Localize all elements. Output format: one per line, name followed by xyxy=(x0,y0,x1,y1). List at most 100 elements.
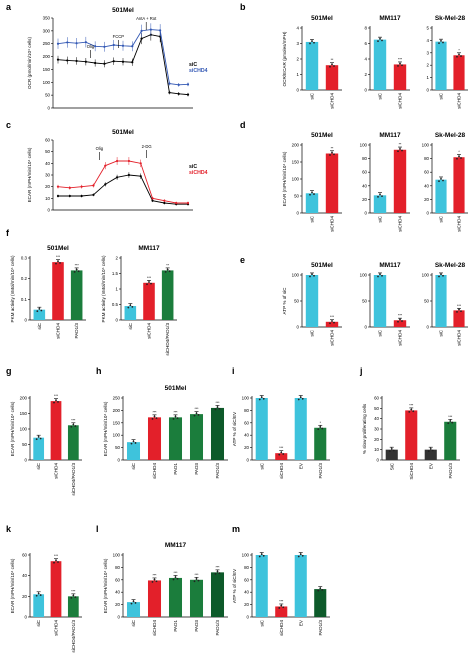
data-dot-b1-0 xyxy=(309,42,311,45)
category-label-d2-0: siC xyxy=(378,215,383,222)
data-dot-e1-0 xyxy=(313,274,315,277)
data-dot-f1-2 xyxy=(77,270,80,273)
data-dot-f2-1 xyxy=(146,283,148,286)
y-axis-label-d1: ECAR (mPH/min/10⁴ cells) xyxy=(282,151,287,206)
category-label-k-0: siC xyxy=(36,619,41,626)
y-tick-label-b3: 2 xyxy=(427,63,430,68)
data-dot-l-4 xyxy=(218,572,221,575)
bar-e2-0 xyxy=(373,275,387,327)
data-dot-l-4 xyxy=(216,570,219,573)
data-dot-f2-2 xyxy=(168,270,171,273)
category-label-j-2: EV xyxy=(428,462,433,469)
y-tick-label-c: 10 xyxy=(45,196,50,201)
sig-label-f2-1: *** xyxy=(147,276,152,280)
data-dot-h-0 xyxy=(134,442,137,444)
y-axis-label-g: ECAR (mPH/min/10⁴ cells) xyxy=(10,401,15,456)
y-tick-label-d2: 100 xyxy=(360,143,368,148)
sig-label-b3-1: * xyxy=(458,48,460,52)
chart-title-e1: 501Mel xyxy=(311,262,333,269)
y-tick-label-l: 40 xyxy=(115,590,120,595)
y-tick-label-d1: 0 xyxy=(297,211,300,216)
y-tick-label-a: 150 xyxy=(43,67,51,72)
y-tick-label-i: 80 xyxy=(244,408,249,413)
data-dot-b1-0 xyxy=(311,40,313,43)
y-tick-label-e2: 0 xyxy=(365,325,368,330)
data-dot-b1-1 xyxy=(333,65,335,67)
sig-label-m-1: *** xyxy=(279,599,284,603)
sig-label-j-3: *** xyxy=(448,415,453,419)
sig-label-h-3: *** xyxy=(194,407,199,411)
y-tick-label-h: 200 xyxy=(113,408,121,413)
panel-letter-d: d xyxy=(240,120,246,130)
data-dot-b1-0 xyxy=(313,41,315,44)
data-dot-j-2 xyxy=(429,447,432,450)
category-label-b2-1: siCHD4 xyxy=(398,93,403,109)
y-tick-label-c: 60 xyxy=(45,138,50,143)
data-dot-g-1 xyxy=(57,401,59,403)
bar-l-3 xyxy=(189,579,204,617)
injection-label-a-0: Olig xyxy=(87,44,95,49)
category-label-d3-1: siCHD4 xyxy=(457,216,462,232)
data-dot-l-2 xyxy=(174,576,177,579)
y-tick-label-b3: 1 xyxy=(427,75,430,80)
injection-label-a-1: FCCP xyxy=(113,34,125,39)
data-dot-k-2 xyxy=(72,594,75,597)
y-tick-label-l: 20 xyxy=(115,602,120,607)
data-dot-b2-1 xyxy=(401,64,403,67)
data-dot-h-4 xyxy=(214,408,217,411)
category-label-k-2: siCHD4/PAD1/3 xyxy=(71,620,76,653)
y-tick-label-j: 60 xyxy=(374,396,379,401)
y-tick-label-d2: 60 xyxy=(362,170,367,175)
data-dot-m-1 xyxy=(278,607,281,609)
data-dot-b3-0 xyxy=(438,42,440,45)
category-label-l-1: siCHD4 xyxy=(152,620,157,636)
chart-d3: Sk-Mel-28 0 20 40 60 80 100 siC * siCHD4 xyxy=(422,132,468,232)
chart-e2: MM117 0 50 100 siC *** siCHD4 xyxy=(360,262,410,346)
y-tick-label-d2: 40 xyxy=(362,183,367,188)
y-tick-label-b3: 5 xyxy=(427,26,430,31)
data-dot-b3-1 xyxy=(460,55,462,57)
data-dot-h-2 xyxy=(174,415,177,418)
data-dot-f1-0 xyxy=(40,309,43,312)
data-dot-e1-1 xyxy=(331,320,333,322)
data-dot-g-1 xyxy=(53,401,55,404)
legend-entry-a-0: siC xyxy=(189,62,197,68)
bar-i-1 xyxy=(275,453,288,460)
sig-label-i-1: *** xyxy=(279,446,284,450)
sig-label-l-3: *** xyxy=(194,573,199,577)
category-label-l-0: siC xyxy=(131,619,136,626)
bar-j-2 xyxy=(424,449,437,460)
y-tick-label-b1: 0 xyxy=(297,88,300,93)
y-tick-label-f2: 0 xyxy=(116,318,119,323)
category-label-l-4: PAD1/3 xyxy=(215,620,220,636)
chart-b2: MM117 0 2 4 6 8 siC *** siCHD4 xyxy=(365,15,410,109)
chart-title-c: 501Mel xyxy=(112,129,134,136)
data-dot-j-0 xyxy=(392,449,395,452)
category-label-k-1: siCHD4 xyxy=(54,620,59,636)
y-tick-label-f1: 0.3 xyxy=(21,256,28,261)
bar-k-0 xyxy=(33,594,45,617)
data-dot-j-2 xyxy=(431,449,434,452)
chart-d1: 501Mel ECAR (mPH/min/10⁴ cells) 0 50 100 150 2… xyxy=(282,132,342,232)
y-tick-label-b2: 6 xyxy=(365,41,368,46)
data-dot-k-0 xyxy=(39,594,42,596)
y-tick-label-a: 200 xyxy=(43,54,51,59)
chart-title-f1: 501Mel xyxy=(47,245,69,252)
y-tick-label-a: 300 xyxy=(43,28,51,33)
data-dot-b2-1 xyxy=(397,65,399,67)
y-tick-label-b1: 4 xyxy=(297,26,300,31)
panel-letter-l: l xyxy=(96,524,99,534)
y-tick-label-f2: 2 xyxy=(116,256,119,261)
sig-label-e3-1: *** xyxy=(457,304,462,308)
panel-letter-g: g xyxy=(6,366,12,376)
data-dot-f1-0 xyxy=(38,307,41,310)
injection-label-c-1: 2-DG xyxy=(142,144,152,149)
category-label-b3-0: siC xyxy=(439,92,444,99)
sig-label-f2-2: ** xyxy=(166,263,169,267)
y-tick-label-l: 80 xyxy=(115,565,120,570)
panel-letter-a: a xyxy=(6,2,12,12)
data-dot-d2-1 xyxy=(401,149,403,152)
sig-label-d1-1: ** xyxy=(331,146,334,150)
bar-e1-0 xyxy=(305,275,319,327)
chart-c: 501Mel ECAR (mPH/min/10⁴ cells) 0 10 20 30 40 5… xyxy=(27,129,208,213)
